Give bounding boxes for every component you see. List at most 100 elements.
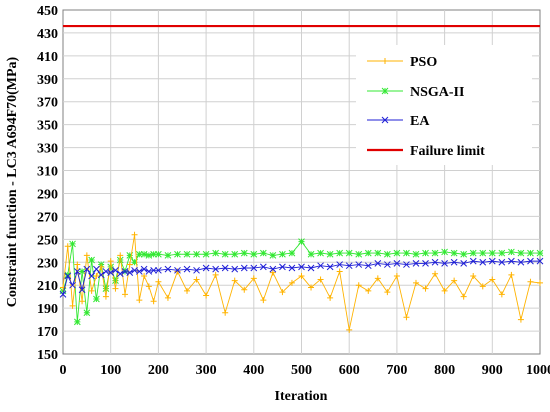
y-tick-label: 390 bbox=[37, 73, 58, 88]
data-point bbox=[212, 265, 219, 273]
data-point bbox=[432, 270, 439, 277]
data-point bbox=[317, 249, 324, 257]
data-point bbox=[517, 316, 524, 323]
data-point bbox=[517, 249, 525, 257]
data-point bbox=[145, 252, 153, 259]
data-point bbox=[374, 249, 382, 257]
data-point bbox=[126, 261, 133, 268]
data-point bbox=[250, 250, 258, 258]
data-point bbox=[73, 268, 81, 275]
data-point bbox=[150, 298, 157, 305]
series-nsga-ii bbox=[59, 238, 544, 326]
data-point bbox=[451, 277, 458, 284]
x-tick-label: 900 bbox=[482, 363, 503, 378]
data-point bbox=[69, 281, 76, 289]
legend-label: EA bbox=[410, 114, 430, 129]
y-tick-label: 290 bbox=[37, 187, 58, 202]
data-point bbox=[59, 291, 67, 298]
data-point bbox=[470, 273, 477, 280]
data-point bbox=[298, 273, 305, 280]
y-tick-label: 170 bbox=[37, 325, 58, 340]
data-point bbox=[183, 265, 191, 273]
data-point bbox=[140, 250, 148, 258]
data-point bbox=[326, 263, 334, 271]
x-tick-label: 200 bbox=[148, 363, 169, 378]
data-point bbox=[184, 287, 191, 294]
y-tick-label: 150 bbox=[37, 348, 58, 363]
data-point bbox=[365, 287, 372, 294]
x-tick-label: 800 bbox=[434, 363, 455, 378]
data-point bbox=[517, 258, 525, 266]
data-point bbox=[403, 261, 410, 268]
legend-item: NSGA-II bbox=[367, 85, 464, 100]
data-point bbox=[155, 278, 162, 285]
data-point bbox=[508, 271, 515, 278]
data-point bbox=[355, 282, 362, 289]
data-point bbox=[231, 277, 238, 284]
legend-label: NSGA-II bbox=[410, 85, 464, 100]
data-point bbox=[317, 262, 324, 270]
data-point bbox=[135, 250, 143, 258]
x-tick-label: 0 bbox=[60, 363, 67, 378]
data-point bbox=[298, 263, 305, 271]
data-point bbox=[393, 273, 400, 280]
data-point bbox=[441, 248, 448, 256]
data-point bbox=[102, 293, 109, 300]
legend-item: PSO bbox=[367, 55, 437, 70]
data-point bbox=[64, 272, 72, 280]
x-tick-label: 100 bbox=[100, 363, 121, 378]
data-point bbox=[140, 265, 148, 273]
data-point bbox=[83, 265, 91, 273]
data-point bbox=[460, 250, 468, 258]
data-point bbox=[317, 276, 324, 283]
legend: PSO NSGA-II EA Failure limit bbox=[356, 45, 532, 165]
data-point bbox=[64, 243, 71, 250]
y-axis-title: Constraint function - LC3 A694F70(MPa) bbox=[5, 56, 20, 307]
data-point bbox=[345, 262, 353, 270]
data-point bbox=[79, 298, 86, 305]
data-point bbox=[212, 271, 219, 278]
data-point bbox=[326, 250, 334, 258]
data-point bbox=[307, 264, 315, 272]
data-point bbox=[122, 291, 129, 298]
data-point bbox=[536, 257, 544, 265]
y-tick-label: 430 bbox=[37, 27, 58, 42]
data-point bbox=[384, 289, 391, 296]
data-point bbox=[403, 314, 410, 321]
series-layer bbox=[59, 24, 544, 333]
data-point bbox=[112, 266, 119, 274]
data-point bbox=[155, 250, 162, 258]
data-point bbox=[393, 260, 401, 267]
data-point bbox=[202, 250, 210, 258]
data-point bbox=[488, 257, 496, 265]
data-point bbox=[183, 250, 191, 258]
data-point bbox=[450, 249, 458, 257]
data-point bbox=[288, 264, 296, 272]
data-point bbox=[384, 250, 391, 258]
data-point bbox=[469, 249, 477, 257]
data-point bbox=[498, 258, 506, 266]
data-point bbox=[441, 287, 448, 294]
data-point bbox=[441, 260, 448, 267]
data-point bbox=[307, 250, 315, 258]
data-point bbox=[345, 249, 353, 257]
data-point bbox=[422, 249, 429, 257]
data-point bbox=[221, 250, 229, 258]
data-point bbox=[164, 252, 172, 259]
data-point bbox=[131, 231, 138, 238]
x-tick-label: 700 bbox=[386, 363, 407, 378]
data-point bbox=[78, 268, 86, 275]
data-point bbox=[174, 250, 181, 258]
data-point bbox=[231, 265, 239, 273]
x-tick-label: 500 bbox=[291, 363, 312, 378]
data-point bbox=[393, 249, 401, 257]
data-point bbox=[73, 318, 81, 326]
data-point bbox=[88, 287, 95, 294]
data-point bbox=[69, 302, 76, 309]
data-point bbox=[193, 276, 200, 283]
data-point bbox=[384, 261, 391, 268]
data-point bbox=[536, 249, 544, 257]
data-point bbox=[412, 250, 420, 258]
data-point bbox=[93, 295, 100, 303]
